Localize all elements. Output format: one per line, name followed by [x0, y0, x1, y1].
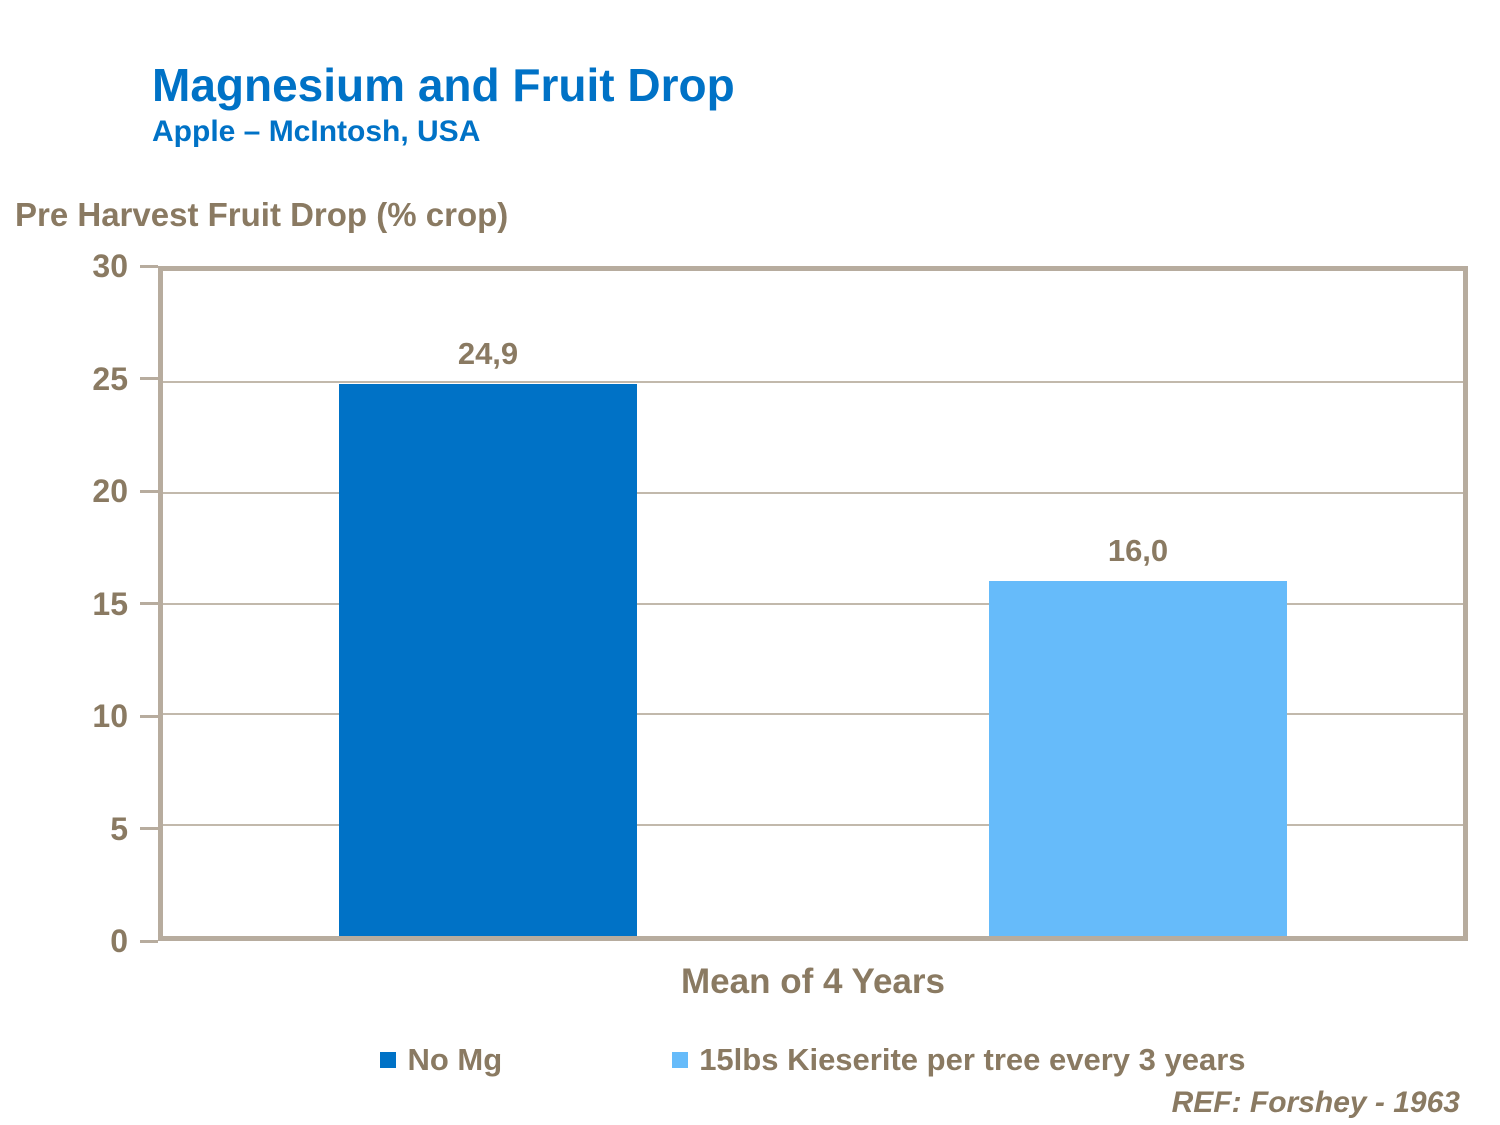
- bar-value-label: 16,0: [1107, 533, 1169, 569]
- gridline: [163, 824, 1463, 827]
- x-axis-category-label: Mean of 4 Years: [681, 962, 945, 1001]
- legend-entry: 15lbs Kieserite per tree every 3 years: [672, 1042, 1246, 1078]
- y-tick-label: 0: [110, 923, 128, 959]
- y-tick-label: 15: [92, 585, 128, 622]
- chart-subtitle: Apple – McIntosh, USA: [152, 115, 481, 148]
- y-tick-label: 5: [110, 810, 128, 847]
- y-tick-label: 30: [92, 248, 128, 284]
- y-tick-mark: [140, 264, 158, 268]
- y-axis-title: Pre Harvest Fruit Drop (% crop): [15, 196, 509, 233]
- legend: No Mg 15lbs Kieserite per tree every 3 ye…: [158, 1042, 1468, 1078]
- y-tick-mark: [140, 714, 158, 718]
- legend-entry: No Mg: [380, 1042, 502, 1078]
- gridline: [163, 491, 1463, 494]
- gridline: [163, 602, 1463, 605]
- gridline: [163, 713, 1463, 716]
- gridline: [163, 380, 1463, 383]
- y-tick-mark: [140, 827, 158, 830]
- y-tick-mark: [140, 939, 158, 943]
- y-tick-mark: [140, 602, 158, 605]
- legend-swatch-icon: [672, 1052, 689, 1068]
- y-tick-label: 10: [92, 698, 128, 734]
- legend-label: No Mg: [407, 1042, 503, 1077]
- y-tick-mark: [140, 377, 158, 380]
- reference-text: REF: Forshey - 1963: [1171, 1086, 1460, 1119]
- bar-kieserite: [989, 581, 1287, 936]
- plot-area: 24,9 16,0: [158, 266, 1468, 941]
- y-tick-label: 25: [92, 360, 128, 397]
- legend-swatch-icon: [380, 1052, 397, 1068]
- y-tick-mark: [140, 489, 158, 493]
- legend-label: 15lbs Kieserite per tree every 3 years: [699, 1042, 1246, 1077]
- y-tick-label: 20: [92, 473, 128, 509]
- bar-no-mg: [339, 384, 637, 936]
- bar-value-label: 24,9: [457, 336, 519, 372]
- chart-title: Magnesium and Fruit Drop: [152, 59, 735, 111]
